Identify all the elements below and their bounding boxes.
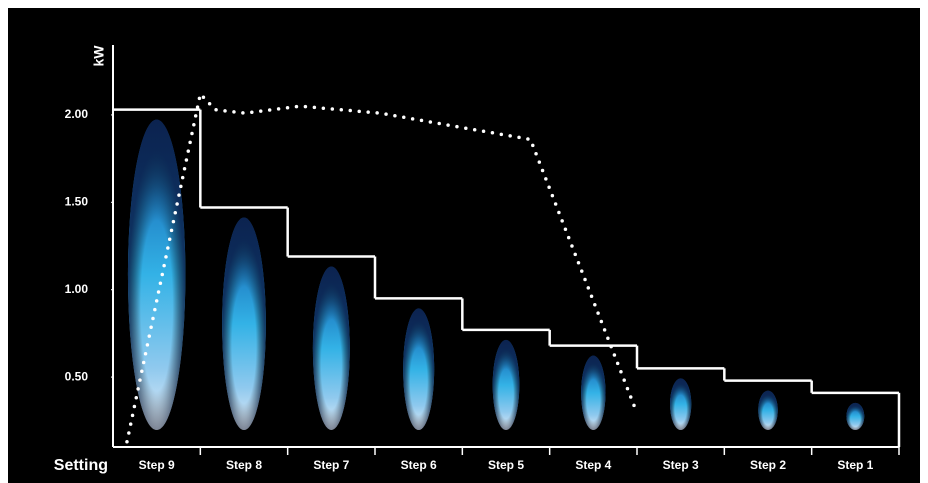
flame-edge	[127, 119, 186, 430]
x-tick-label: Step 7	[313, 458, 349, 472]
x-tick-label: Step 3	[663, 458, 699, 472]
x-tick-label: Step 6	[401, 458, 437, 472]
flame-edge	[312, 266, 350, 430]
y-tick-label: 1.00	[65, 282, 89, 296]
flame-edge	[403, 308, 435, 430]
y-tick-label: 1.50	[65, 194, 89, 208]
flame-edge	[581, 355, 606, 430]
x-tick-label: Step 9	[139, 458, 175, 472]
flame-edge	[846, 402, 865, 430]
flame-edge	[222, 217, 266, 430]
flame-edge	[492, 339, 520, 430]
x-axis-label: Setting	[54, 457, 108, 474]
y-axis-label: kW	[91, 45, 107, 67]
flame-edge	[758, 390, 778, 430]
x-tick-label: Step 4	[575, 458, 611, 472]
y-tick-label: 0.50	[65, 369, 89, 383]
x-tick-label: Step 5	[488, 458, 524, 472]
flame-edge	[670, 378, 692, 430]
x-tick-label: Step 2	[750, 458, 786, 472]
x-tick-label: Step 8	[226, 458, 262, 472]
x-tick-label: Step 1	[837, 458, 873, 472]
y-tick-label: 2.00	[65, 107, 89, 121]
